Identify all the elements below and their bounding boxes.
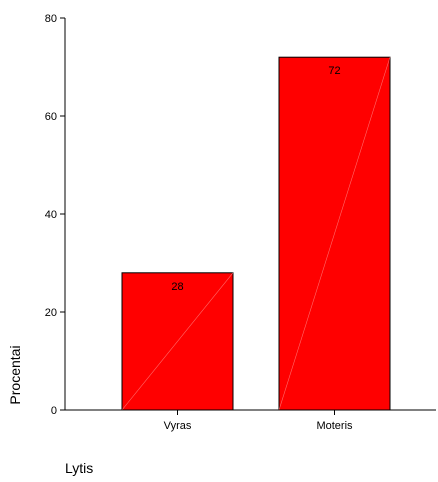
- bar-diagonal-line: [278, 57, 391, 411]
- y-tick-label: 60: [45, 111, 57, 123]
- bars-layer: [121, 56, 391, 411]
- x-ticks: Vyras Moteris: [164, 410, 353, 432]
- x-tick-label: Moteris: [316, 420, 353, 432]
- y-tick-label: 40: [45, 209, 57, 221]
- y-axis-title: Procentai: [7, 345, 23, 404]
- bar-value-label: 28: [171, 281, 183, 293]
- bar-diagonal-line: [121, 272, 234, 411]
- y-ticks: 0 20 40 60 80: [45, 13, 65, 417]
- x-axis-title: Lytis: [65, 460, 93, 476]
- y-tick-label: 80: [45, 13, 57, 25]
- data-labels: 28 72: [171, 65, 340, 293]
- x-tick-label: Vyras: [164, 420, 192, 432]
- bar-value-label: 72: [328, 65, 340, 77]
- y-tick-label: 20: [45, 307, 57, 319]
- y-tick-label: 0: [51, 405, 57, 417]
